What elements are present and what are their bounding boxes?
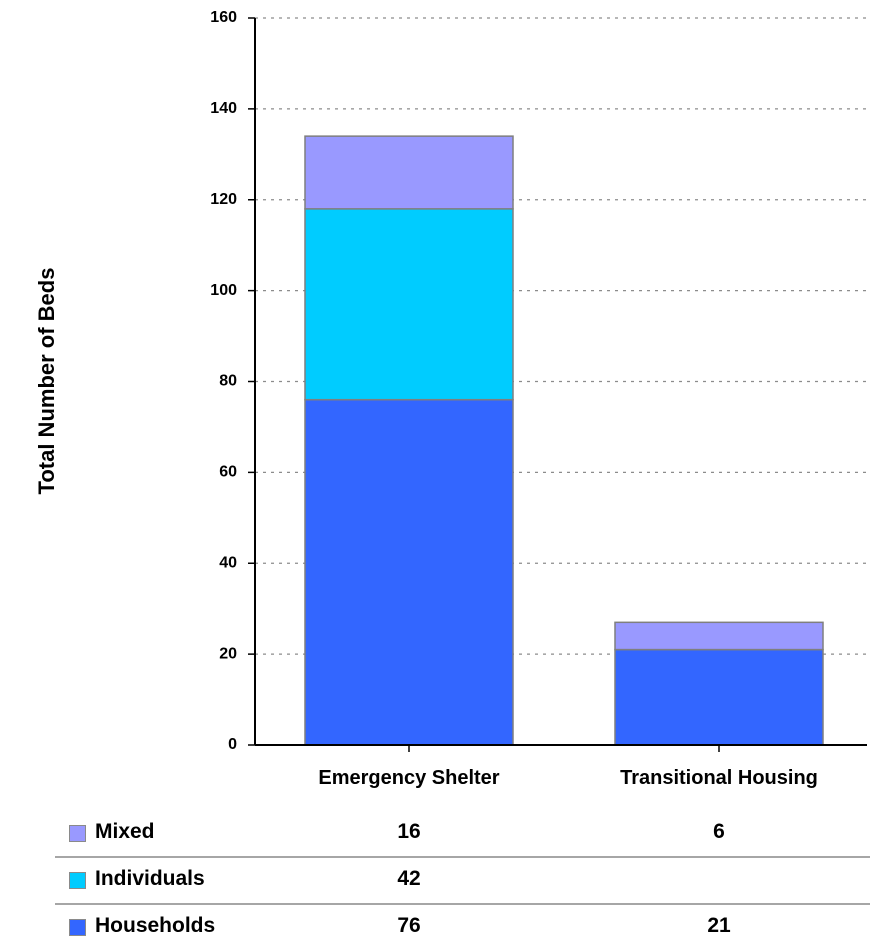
y-axis-label: Total Number of Beds xyxy=(34,268,59,495)
bars xyxy=(305,136,823,745)
bar-transitional-housing-households xyxy=(615,650,823,745)
y-tick-label-80: 80 xyxy=(219,373,237,390)
y-tick-label-40: 40 xyxy=(219,554,237,571)
x-tick-label-emergency-shelter: Emergency Shelter xyxy=(318,767,499,789)
cell-mixed-emergency-shelter: 16 xyxy=(349,820,469,844)
y-tick-label-120: 120 xyxy=(210,191,237,208)
data-table: Mixed 16 6 Individuals 42 Households 76 … xyxy=(55,811,870,950)
cell-mixed-transitional-housing: 6 xyxy=(659,820,779,844)
y-tick-label-100: 100 xyxy=(210,282,237,299)
x-tick-label-transitional-housing: Transitional Housing xyxy=(620,767,818,789)
bar-emergency-shelter-mixed xyxy=(305,136,513,209)
cell-households-transitional-housing: 21 xyxy=(659,914,779,938)
stacked-bar-chart: 0 20 40 60 80 100 120 140 160 Emergency Shelter T… xyxy=(0,0,870,800)
cell-individuals-emergency-shelter: 42 xyxy=(349,867,469,891)
row-label-individuals: Individuals xyxy=(95,867,205,891)
bar-emergency-shelter-individuals xyxy=(305,209,513,400)
bar-emergency-shelter-households xyxy=(305,400,513,745)
data-table-row-individuals: Individuals 42 xyxy=(55,858,870,905)
row-label-mixed: Mixed xyxy=(95,820,155,844)
legend-key-mixed xyxy=(69,825,86,842)
cell-households-emergency-shelter: 76 xyxy=(349,914,469,938)
y-ticks: 0 20 40 60 80 100 120 140 160 xyxy=(210,9,255,753)
legend-key-households xyxy=(69,919,86,936)
y-tick-label-140: 140 xyxy=(210,100,237,117)
legend-key-individuals xyxy=(69,872,86,889)
y-tick-label-20: 20 xyxy=(219,645,237,662)
x-labels: Emergency Shelter Transitional Housing xyxy=(318,745,818,789)
data-table-row-mixed: Mixed 16 6 xyxy=(55,811,870,858)
data-table-row-households: Households 76 21 xyxy=(55,905,870,950)
y-tick-label-160: 160 xyxy=(210,9,237,26)
y-tick-label-0: 0 xyxy=(228,736,237,753)
row-label-households: Households xyxy=(95,914,215,938)
bar-transitional-housing-mixed xyxy=(615,622,823,649)
y-tick-label-60: 60 xyxy=(219,464,237,481)
